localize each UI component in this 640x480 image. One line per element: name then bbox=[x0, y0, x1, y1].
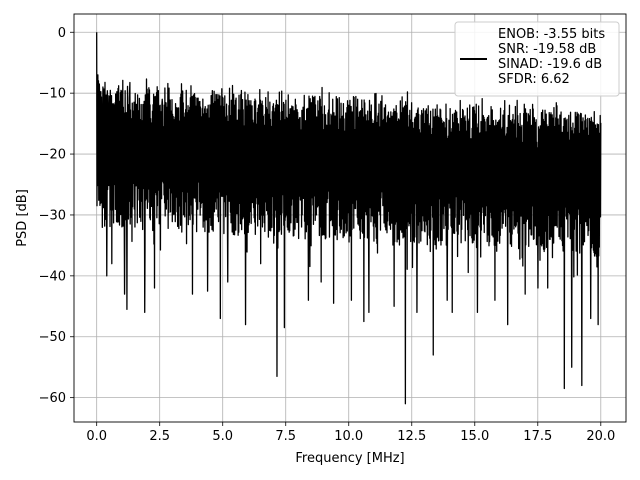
x-tick-label: 5.0 bbox=[212, 429, 233, 444]
x-axis-label: Frequency [MHz] bbox=[295, 451, 404, 466]
y-tick-label: −30 bbox=[39, 208, 66, 223]
x-tick-label: 7.5 bbox=[275, 429, 296, 444]
x-tick-label: 10.0 bbox=[334, 429, 363, 444]
x-tick-label: 12.5 bbox=[397, 429, 426, 444]
y-tick-label: −40 bbox=[39, 269, 66, 284]
legend: ENOB: -3.55 bits SNR: -19.58 dB SINAD: -… bbox=[454, 21, 620, 97]
x-tick-label: 15.0 bbox=[460, 429, 489, 444]
legend-line-sfdr: SFDR: 6.62 bbox=[498, 72, 570, 87]
x-tick-label: 0.0 bbox=[86, 429, 107, 444]
plot-area-frame bbox=[73, 13, 627, 423]
x-tick-label: 17.5 bbox=[523, 429, 552, 444]
x-tick-label: 20.0 bbox=[586, 429, 615, 444]
y-tick-label: −10 bbox=[39, 87, 66, 102]
axis-ticks: 0.0 2.5 5.0 7.5 10.0 12.5 15.0 17.5 20.0 0 −10 −20 −… bbox=[39, 26, 616, 444]
y-tick-label: 0 bbox=[58, 26, 66, 41]
y-tick-label: −20 bbox=[39, 148, 66, 163]
legend-line-sinad: SINAD: -19.6 dB bbox=[498, 57, 602, 72]
x-tick-label: 2.5 bbox=[149, 429, 170, 444]
y-axis-label: PSD [dB] bbox=[15, 189, 30, 247]
legend-line-enob: ENOB: -3.55 bits bbox=[498, 27, 605, 42]
legend-line-snr: SNR: -19.58 dB bbox=[498, 42, 596, 57]
legend-box bbox=[454, 21, 620, 97]
psd-trace bbox=[96, 32, 602, 405]
y-tick-label: −50 bbox=[39, 330, 66, 345]
y-tick-label: −60 bbox=[39, 391, 66, 406]
psd-series-line-0 bbox=[96, 32, 602, 405]
